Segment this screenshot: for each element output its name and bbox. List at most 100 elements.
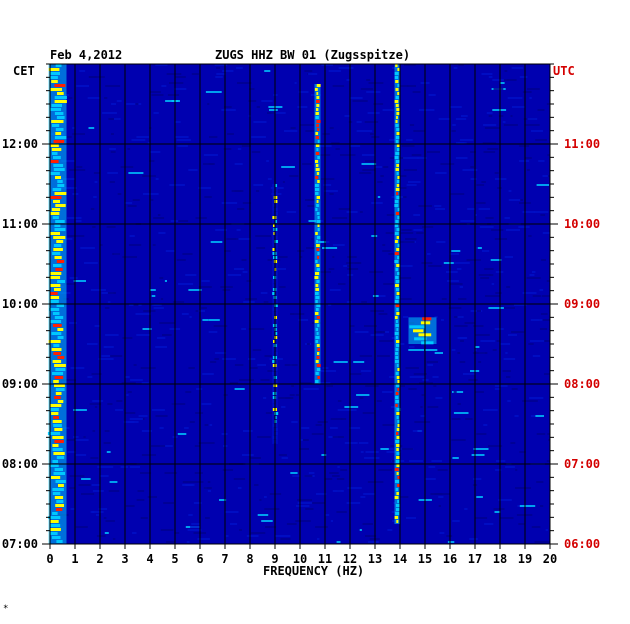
noise-streak: [496, 340, 501, 342]
noise-streak: [362, 523, 373, 525]
energy-cell: [51, 208, 61, 211]
noise-streak: [447, 541, 455, 543]
noise-streak: [403, 157, 419, 159]
noise-streak: [188, 289, 202, 291]
noise-streak: [129, 235, 135, 237]
noise-streak: [159, 445, 173, 447]
noise-streak: [486, 112, 493, 114]
noise-streak: [502, 121, 506, 123]
noise-streak: [185, 484, 193, 486]
noise-streak: [239, 379, 254, 381]
energy-cell: [317, 376, 320, 379]
energy-cell: [316, 240, 318, 243]
noise-streak: [267, 112, 275, 114]
noise-streak: [413, 130, 425, 132]
energy-cell: [394, 316, 398, 319]
noise-streak: [303, 388, 319, 390]
noise-streak: [210, 241, 223, 243]
noise-streak: [485, 295, 500, 297]
noise-streak: [488, 76, 493, 78]
noise-streak: [174, 88, 187, 90]
noise-streak: [160, 529, 174, 531]
energy-cell: [396, 416, 399, 419]
energy-cell: [316, 148, 319, 151]
noise-streak: [361, 163, 377, 165]
energy-cell: [54, 384, 65, 387]
energy-cell: [396, 128, 400, 131]
noise-streak: [459, 139, 474, 141]
noise-streak: [149, 160, 155, 162]
energy-cell: [52, 252, 61, 255]
noise-streak: [393, 85, 409, 87]
energy-cell: [396, 292, 401, 295]
noise-streak: [73, 409, 87, 411]
noise-streak: [114, 118, 121, 120]
noise-streak: [329, 193, 334, 195]
energy-cell: [55, 392, 62, 395]
energy-cell: [317, 348, 320, 351]
noise-streak: [87, 376, 93, 378]
noise-streak: [169, 82, 184, 84]
noise-streak: [454, 262, 470, 264]
energy-cell: [315, 116, 319, 119]
noise-streak: [441, 319, 444, 321]
noise-streak: [395, 496, 409, 498]
noise-streak: [331, 142, 340, 144]
noise-streak: [519, 76, 528, 78]
energy-cell: [54, 468, 63, 471]
noise-streak: [175, 76, 186, 78]
noise-streak: [370, 334, 384, 336]
energy-cell: [53, 248, 63, 251]
noise-streak: [88, 127, 95, 129]
y-tick-label-utc: 09:00: [564, 297, 600, 311]
noise-streak: [120, 466, 129, 468]
energy-cell: [57, 328, 64, 331]
noise-streak: [291, 421, 298, 423]
energy-cell: [56, 116, 65, 119]
noise-streak: [379, 340, 394, 342]
noise-streak: [319, 220, 324, 222]
noise-streak: [252, 349, 262, 351]
noise-streak: [214, 64, 228, 66]
energy-cell: [395, 168, 399, 171]
energy-cell: [396, 436, 400, 439]
noise-streak: [161, 85, 167, 87]
energy-cell: [55, 204, 66, 207]
energy-cell: [396, 444, 400, 447]
noise-streak: [360, 370, 372, 372]
noise-streak: [547, 433, 550, 435]
energy-cell: [396, 328, 399, 331]
energy-cell: [395, 64, 398, 67]
noise-streak: [88, 76, 105, 78]
noise-streak: [207, 481, 211, 483]
noise-streak: [136, 136, 149, 138]
noise-streak: [494, 328, 504, 330]
energy-cell: [274, 304, 278, 307]
noise-streak: [413, 229, 423, 231]
noise-streak: [306, 247, 322, 249]
noise-streak: [149, 289, 156, 291]
noise-streak: [518, 226, 530, 228]
y-tick-label-utc: 06:00: [564, 537, 600, 551]
noise-streak: [136, 334, 151, 336]
noise-streak: [519, 505, 536, 507]
energy-cell: [57, 280, 65, 283]
energy-cell: [316, 264, 320, 267]
noise-streak: [366, 79, 371, 81]
energy-cell: [396, 384, 400, 387]
energy-cell: [315, 372, 319, 375]
noise-streak: [149, 151, 161, 153]
x-tick-label: 0: [46, 552, 53, 566]
noise-streak: [124, 412, 136, 414]
noise-streak: [337, 466, 340, 468]
energy-cell: [55, 128, 64, 131]
energy-cell: [395, 160, 400, 163]
noise-streak: [308, 472, 315, 474]
energy-cell: [56, 304, 64, 307]
noise-streak: [67, 451, 76, 453]
energy-cell: [395, 324, 399, 327]
noise-streak: [155, 178, 159, 180]
noise-streak: [250, 532, 266, 534]
noise-streak: [103, 517, 107, 519]
